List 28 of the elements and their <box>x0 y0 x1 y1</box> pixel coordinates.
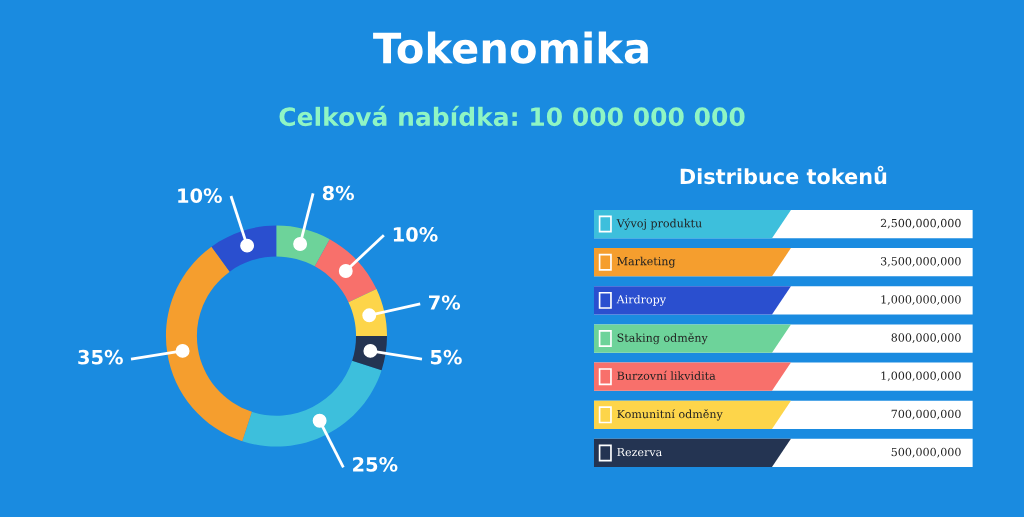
legend-label: Marketing <box>617 256 676 268</box>
data-label: 35% <box>78 349 123 365</box>
data-label: 25% <box>353 456 398 472</box>
chart-subtitle: Celková nabídka: 10 000 000 000 <box>279 105 745 127</box>
legend-label: Vývoj produktu <box>616 218 702 230</box>
text: 500,000,000 <box>891 447 961 458</box>
chart-title: Tokenomika <box>373 31 648 64</box>
text: 700,000,000 <box>891 409 961 420</box>
text: 2,500,000,000 <box>880 218 961 229</box>
data-label: 10% <box>393 227 438 242</box>
data-label: 10% <box>178 188 222 203</box>
text: 3,500,000,000 <box>880 257 961 267</box>
text: 1,000,000,000 <box>881 371 961 382</box>
donut-slice <box>314 239 377 303</box>
data-label: 8% <box>322 185 354 201</box>
data-label: 5% <box>430 349 462 365</box>
legend-label: Staking odměny <box>617 332 708 345</box>
legend-label: Burzovní likvidita <box>617 370 716 380</box>
text: 1,000,000,000 <box>881 295 961 305</box>
legend-label: Komunitní odměny <box>617 409 723 421</box>
text: 800,000,000 <box>891 333 961 344</box>
data-label: 7% <box>429 295 461 310</box>
legend-label: Rezerva <box>617 447 662 457</box>
legend-title: Distribuce tokenů <box>680 165 887 185</box>
donut-slice <box>165 246 252 442</box>
legend-label: Airdropy <box>616 294 667 306</box>
donut-slice <box>211 225 277 272</box>
donut-slice <box>242 360 382 447</box>
